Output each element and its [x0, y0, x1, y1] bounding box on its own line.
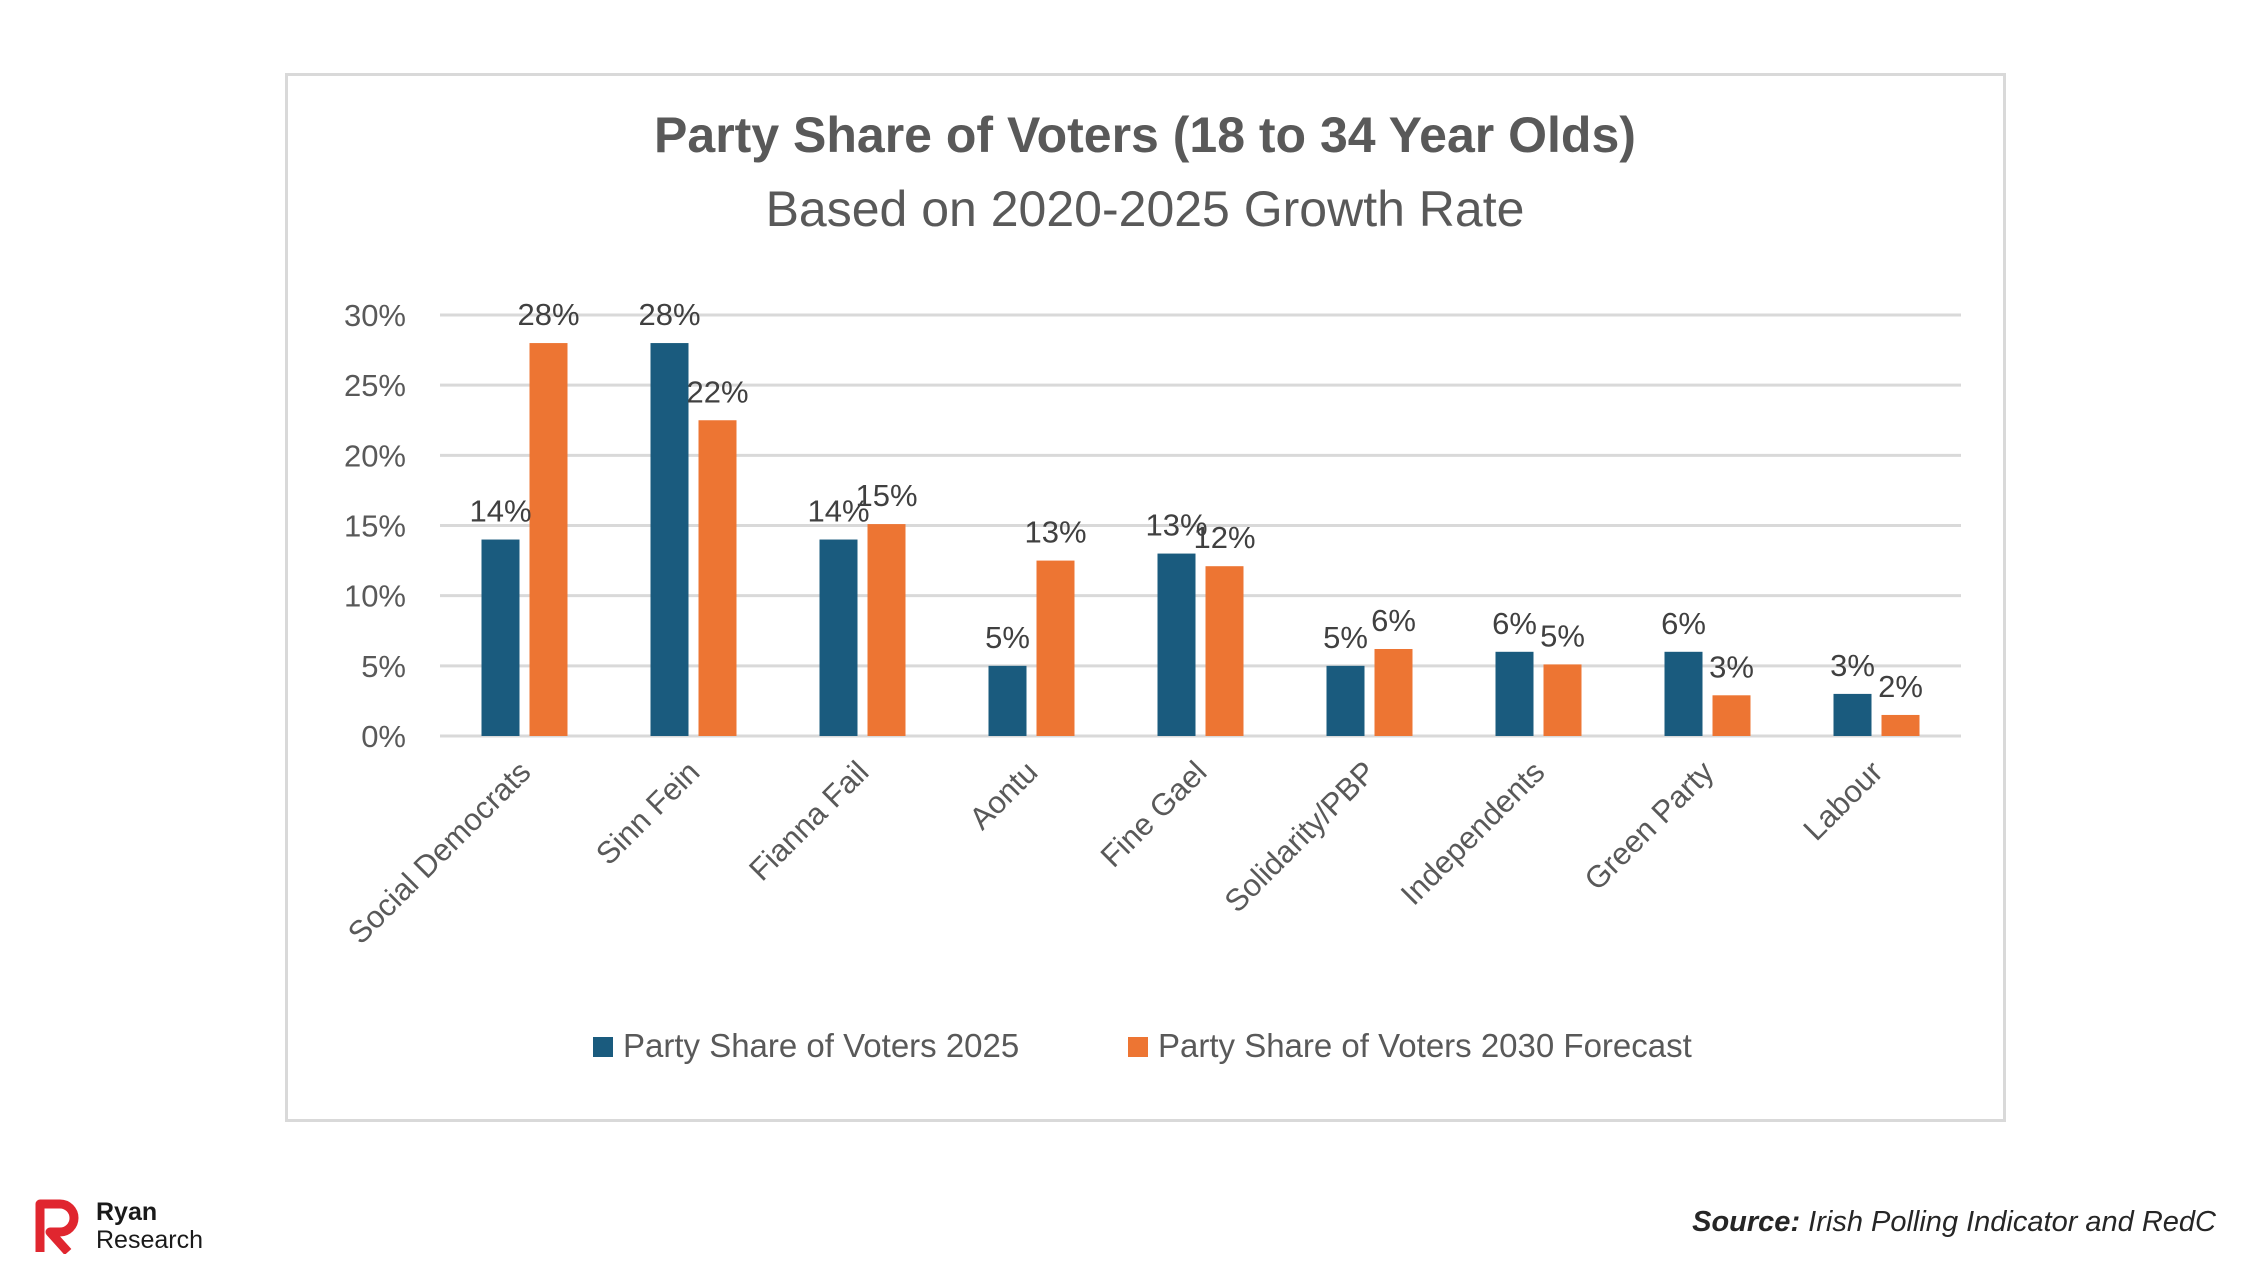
data-label: 28%: [638, 297, 700, 332]
ryan-research-r-icon: [35, 1199, 79, 1254]
data-label: 15%: [855, 478, 917, 513]
legend-label: Party Share of Voters 2025: [623, 1027, 1019, 1064]
data-label: 14%: [469, 494, 531, 529]
data-label: 6%: [1371, 603, 1416, 638]
gridlines: [440, 313, 1961, 738]
bar: [481, 539, 520, 736]
logo-text: Ryan Research: [96, 1198, 203, 1254]
legend: Party Share of Voters 2025 Party Share of…: [593, 1027, 1692, 1064]
x-tick-label: Independents: [1394, 754, 1552, 912]
x-axis-ticks: Social Democrats Sinn Fein Fianna Fail Aont…: [341, 754, 1890, 951]
legend-swatch: [593, 1037, 613, 1057]
data-label: 3%: [1830, 648, 1875, 683]
bar: [1664, 651, 1703, 736]
data-label: 6%: [1492, 606, 1537, 641]
data-label: 14%: [807, 494, 869, 529]
x-tick-label: Solidarity/PBP: [1218, 754, 1383, 919]
data-label: 5%: [1540, 618, 1585, 653]
bar: [1712, 695, 1751, 736]
data-label: 28%: [517, 297, 579, 332]
bar: [1036, 560, 1075, 736]
bar: [819, 539, 858, 736]
y-tick-label: 10%: [344, 579, 406, 614]
bar: [1374, 648, 1413, 736]
data-label: 12%: [1193, 520, 1255, 555]
y-tick-label: 0%: [361, 719, 406, 754]
x-tick-label: Sinn Fein: [589, 754, 706, 871]
data-labels: 14%28% 28%22%14%15%5%13% 13%12%5% 6% 6% 5% 6%3…: [469, 297, 1922, 704]
bar: [1326, 665, 1365, 736]
data-label: 22%: [686, 374, 748, 409]
data-label: 13%: [1145, 508, 1207, 543]
bar: [529, 343, 568, 736]
data-label: 13%: [1024, 515, 1086, 550]
y-tick-label: 15%: [344, 509, 406, 544]
ryan-research-logo: Ryan Research: [34, 1198, 203, 1254]
data-label: 2%: [1878, 669, 1923, 704]
y-tick-label: 30%: [344, 298, 406, 333]
source-text: Irish Polling Indicator and RedC: [1800, 1206, 2216, 1238]
bar-chart: Party Share of Voters (18 to 34 Year Old…: [341, 107, 1961, 1064]
x-tick-label: Aontu: [962, 754, 1044, 836]
bar: [1157, 553, 1196, 736]
x-tick-label: Fine Gael: [1094, 754, 1214, 874]
bar: [1881, 714, 1920, 736]
x-tick-label: Green Party: [1578, 754, 1721, 897]
data-label: 5%: [1323, 620, 1368, 655]
y-tick-label: 25%: [344, 368, 406, 403]
data-label: 3%: [1709, 649, 1754, 684]
bars: [481, 343, 1920, 736]
chart-frame: Party Share of Voters (18 to 34 Year Old…: [285, 73, 2006, 1122]
x-tick-label: Labour: [1796, 754, 1889, 847]
bar: [1833, 693, 1872, 736]
data-label: 5%: [985, 620, 1030, 655]
y-tick-label: 5%: [361, 649, 406, 684]
chart-title: Party Share of Voters (18 to 34 Year Old…: [654, 107, 1636, 163]
chart-subtitle: Based on 2020-2025 Growth Rate: [766, 181, 1525, 237]
source-note: Source: Irish Polling Indicator and RedC: [1692, 1206, 2216, 1239]
bar: [650, 343, 689, 736]
y-tick-label: 20%: [344, 438, 406, 473]
logo-line-2: Research: [96, 1226, 203, 1254]
y-axis-ticks: 0% 5% 10% 15% 20% 25% 30%: [344, 298, 406, 754]
bar: [1205, 566, 1244, 736]
bar: [988, 665, 1027, 736]
bar: [1543, 664, 1582, 736]
logo-line-1: Ryan: [96, 1198, 158, 1226]
legend-swatch: [1128, 1037, 1148, 1057]
legend-label: Party Share of Voters 2030 Forecast: [1158, 1027, 1692, 1064]
bar: [1495, 651, 1534, 736]
x-tick-label: Fianna Fail: [742, 754, 875, 887]
x-tick-label: Social Democrats: [341, 754, 538, 951]
bar: [698, 420, 737, 736]
bar: [867, 524, 906, 736]
source-label: Source:: [1692, 1206, 1801, 1238]
data-label: 6%: [1661, 606, 1706, 641]
